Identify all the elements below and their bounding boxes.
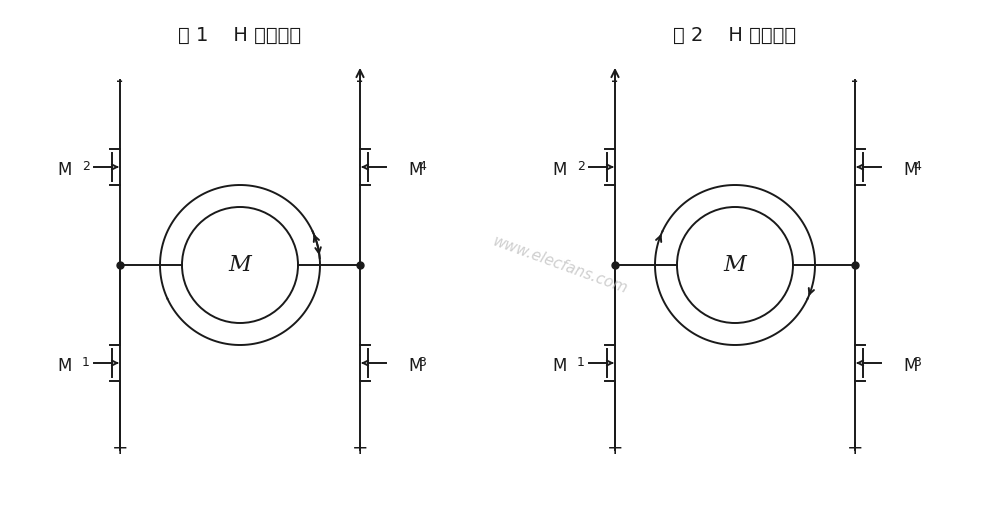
Text: 1: 1 — [82, 356, 90, 369]
Text: M: M — [552, 161, 566, 179]
Text: +: + — [351, 439, 368, 458]
Text: M: M — [57, 357, 72, 375]
Text: www.elecfans.com: www.elecfans.com — [490, 234, 629, 296]
Text: 3: 3 — [912, 356, 920, 369]
Text: 图 2    H 桥（二）: 图 2 H 桥（二） — [672, 26, 796, 45]
Text: 4: 4 — [912, 160, 920, 173]
Text: 1: 1 — [577, 356, 585, 369]
Text: M: M — [902, 357, 916, 375]
Text: +: + — [846, 439, 863, 458]
Text: M: M — [723, 254, 745, 276]
Text: 4: 4 — [418, 160, 425, 173]
Text: M: M — [229, 254, 251, 276]
Text: -: - — [356, 72, 363, 91]
Text: -: - — [610, 72, 618, 91]
Text: +: + — [606, 439, 622, 458]
Text: M: M — [407, 161, 422, 179]
Text: M: M — [407, 357, 422, 375]
Text: M: M — [552, 357, 566, 375]
Text: -: - — [851, 72, 858, 91]
Text: 2: 2 — [577, 160, 585, 173]
Text: 3: 3 — [418, 356, 425, 369]
Text: 2: 2 — [82, 160, 90, 173]
Text: 图 1    H 桥（一）: 图 1 H 桥（一） — [178, 26, 302, 45]
Text: M: M — [902, 161, 916, 179]
Text: +: + — [111, 439, 128, 458]
Text: M: M — [57, 161, 72, 179]
Text: -: - — [116, 72, 123, 91]
